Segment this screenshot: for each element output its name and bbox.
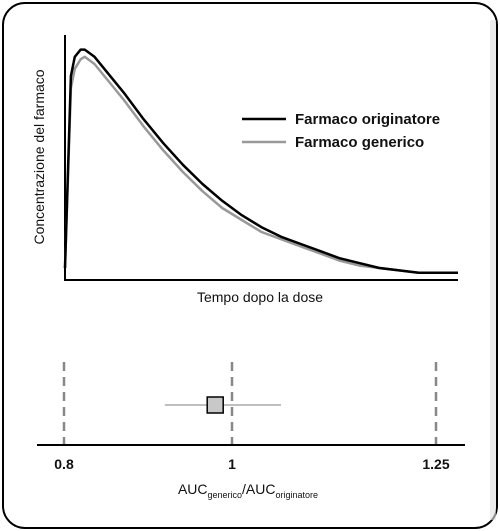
x-axis-title: Tempo dopo la dose	[197, 289, 323, 305]
tick-label-1: 1	[228, 456, 236, 472]
forest-x-axis-title: AUCgenerico/AUCoriginatore	[178, 481, 318, 500]
figure-shadow	[490, 20, 496, 520]
tick-labels: 0.8 1 1.25	[54, 456, 450, 472]
legend-label-generico: Farmaco generico	[295, 134, 424, 151]
forest-plot: 0.8 1 1.25 AUCgenerico/AUCoriginatore	[37, 362, 465, 500]
point-estimate	[206, 396, 224, 414]
legend-label-originatore: Farmaco originatore	[295, 111, 440, 128]
line-chart: Concentrazione del farmaco Tempo dopo la…	[31, 35, 458, 305]
tick-label-2: 1.25	[422, 456, 449, 472]
tick-label-0: 0.8	[54, 456, 74, 472]
series-line-0	[63, 48, 458, 275]
legend: Farmaco originatore Farmaco generico	[242, 111, 440, 151]
ci-layer	[164, 396, 281, 414]
y-axis-title: Concentrazione del farmaco	[31, 69, 47, 244]
line-series-layer	[63, 48, 458, 275]
